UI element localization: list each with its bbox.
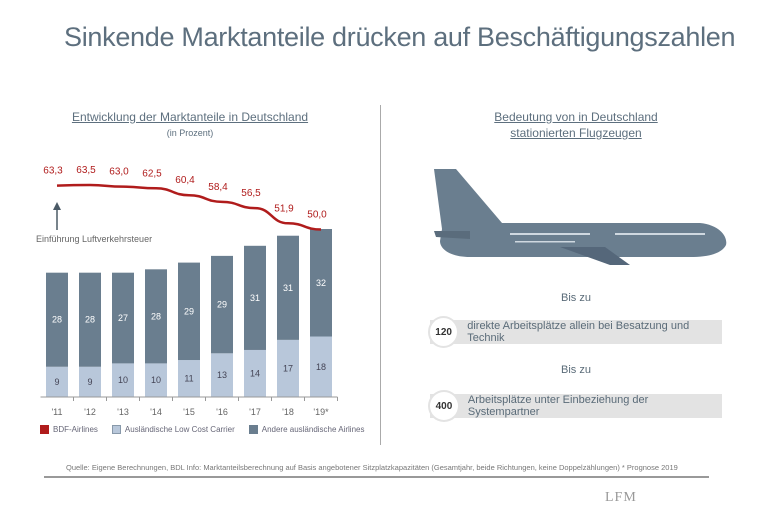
x-tick-label: '13	[117, 407, 129, 417]
x-tick-label: '17	[249, 407, 261, 417]
legend-label: Ausländische Low Cost Carrier	[124, 425, 235, 434]
page-title: Sinkende Marktanteile drücken auf Beschä…	[64, 22, 736, 52]
bar-other-foreign	[79, 272, 101, 367]
prefix-text: Bis zu	[561, 364, 591, 376]
bar-label-other: 29	[217, 300, 227, 310]
line-data-label: 63,0	[109, 167, 129, 178]
legend: BDF-Airlines Ausländische Low Cost Carri…	[40, 425, 364, 434]
line-data-label: 58,4	[208, 182, 228, 193]
line-data-label: 60,4	[175, 175, 195, 186]
line-data-label: 56,5	[241, 188, 261, 199]
bar-label-other: 27	[118, 313, 128, 323]
footer-line	[44, 476, 709, 478]
arrow-head-icon	[53, 202, 61, 210]
bar-other-foreign	[178, 262, 200, 361]
bar-label-other: 31	[250, 293, 260, 303]
bar-other-foreign	[310, 229, 332, 337]
bar-label-other: 29	[184, 306, 194, 316]
bar-label-low-cost: 9	[54, 377, 59, 387]
x-tick-label: '16	[216, 407, 228, 417]
right-heading-1: Bedeutung von in Deutschland	[494, 110, 658, 124]
market-share-chart: 9 28 '11 9 28 '12 10 27 '13 10 28 '14 11 29 '15 13 29 '16…	[40, 165, 338, 417]
bar-other-foreign	[211, 255, 233, 354]
logo: LFM	[605, 490, 637, 505]
bar-label-low-cost: 18	[316, 362, 326, 372]
bar-label-other: 31	[283, 283, 293, 293]
divider	[380, 105, 381, 445]
bar-other-foreign	[244, 245, 266, 350]
stat-text: Arbeitsplätze unter Einbeziehung der Sys…	[467, 394, 649, 418]
bar-low-cost	[244, 349, 266, 397]
x-tick-label: '12	[84, 407, 96, 417]
stat-value: 120	[428, 316, 460, 348]
bar-other-foreign	[145, 269, 167, 364]
bar-low-cost	[79, 366, 101, 397]
legend-swatch	[111, 425, 121, 434]
bar-label-other: 28	[85, 315, 95, 325]
line-data-label: 63,5	[76, 165, 96, 176]
bar-other-foreign	[277, 235, 299, 340]
legend-item: Ausländische Low Cost Carrier	[111, 425, 235, 434]
bar-label-low-cost: 10	[118, 375, 128, 385]
bar-other-foreign	[112, 272, 134, 364]
annotation-luftverkehrsteuer: Einführung Luftverkehrsteuer	[36, 234, 153, 244]
bar-low-cost	[310, 336, 332, 397]
line-data-label: 51,9	[274, 203, 294, 214]
line-data-label: 62,5	[142, 168, 162, 179]
line-data-label: 63,3	[43, 166, 63, 177]
bar-label-low-cost: 10	[151, 375, 161, 385]
legend-item: Andere ausländische Airlines	[248, 425, 365, 434]
bar-label-low-cost: 17	[283, 363, 293, 373]
bar-low-cost	[46, 366, 68, 397]
prefix-text: Bis zu	[561, 292, 591, 304]
stat-text: direkte Arbeitsplätze allein bei Besatzu…	[467, 320, 690, 344]
chart-heading: Entwicklung der Marktanteile in Deutschl…	[71, 110, 309, 124]
bar-label-low-cost: 9	[87, 377, 92, 387]
bar-low-cost	[277, 339, 299, 397]
right-heading-2: stationierten Flugzeugen	[510, 126, 642, 140]
bar-label-other: 32	[316, 278, 326, 288]
legend-swatch	[40, 425, 49, 434]
legend-item: BDF-Airlines	[40, 425, 98, 434]
x-tick-label: '14	[150, 407, 162, 417]
bar-label-low-cost: 13	[217, 370, 227, 380]
bar-label-low-cost: 11	[184, 374, 193, 384]
stat-box: 120 direkte Arbeitsplätze allein bei Bes…	[428, 316, 722, 348]
legend-label: BDF-Airlines	[53, 425, 98, 434]
bar-low-cost	[178, 360, 200, 397]
bar-low-cost	[145, 363, 167, 397]
bar-label-other: 28	[52, 315, 62, 325]
bar-low-cost	[211, 353, 233, 397]
bar-label-other: 28	[151, 311, 161, 321]
stat-box: 400 Arbeitsplätze unter Einbeziehung der…	[428, 390, 722, 422]
x-tick-label: '11	[51, 407, 62, 417]
footer-source: Quelle: Eigene Berechnungen, BDL Info: M…	[66, 463, 678, 472]
legend-label: Andere ausländische Airlines	[261, 425, 365, 434]
line-bdf-airlines	[56, 183, 322, 231]
x-tick-label: '15	[183, 407, 195, 417]
x-tick-label: '18	[282, 407, 294, 417]
stat-value: 400	[428, 390, 460, 422]
bar-other-foreign	[46, 272, 68, 367]
chart-subheading: (in Prozent)	[166, 128, 214, 138]
x-tick-label: '19*	[313, 407, 329, 417]
airplane-icon	[434, 169, 727, 265]
bar-low-cost	[112, 363, 134, 397]
line-data-label: 50,0	[307, 210, 327, 221]
bar-label-low-cost: 14	[250, 368, 260, 378]
legend-swatch	[248, 425, 258, 434]
